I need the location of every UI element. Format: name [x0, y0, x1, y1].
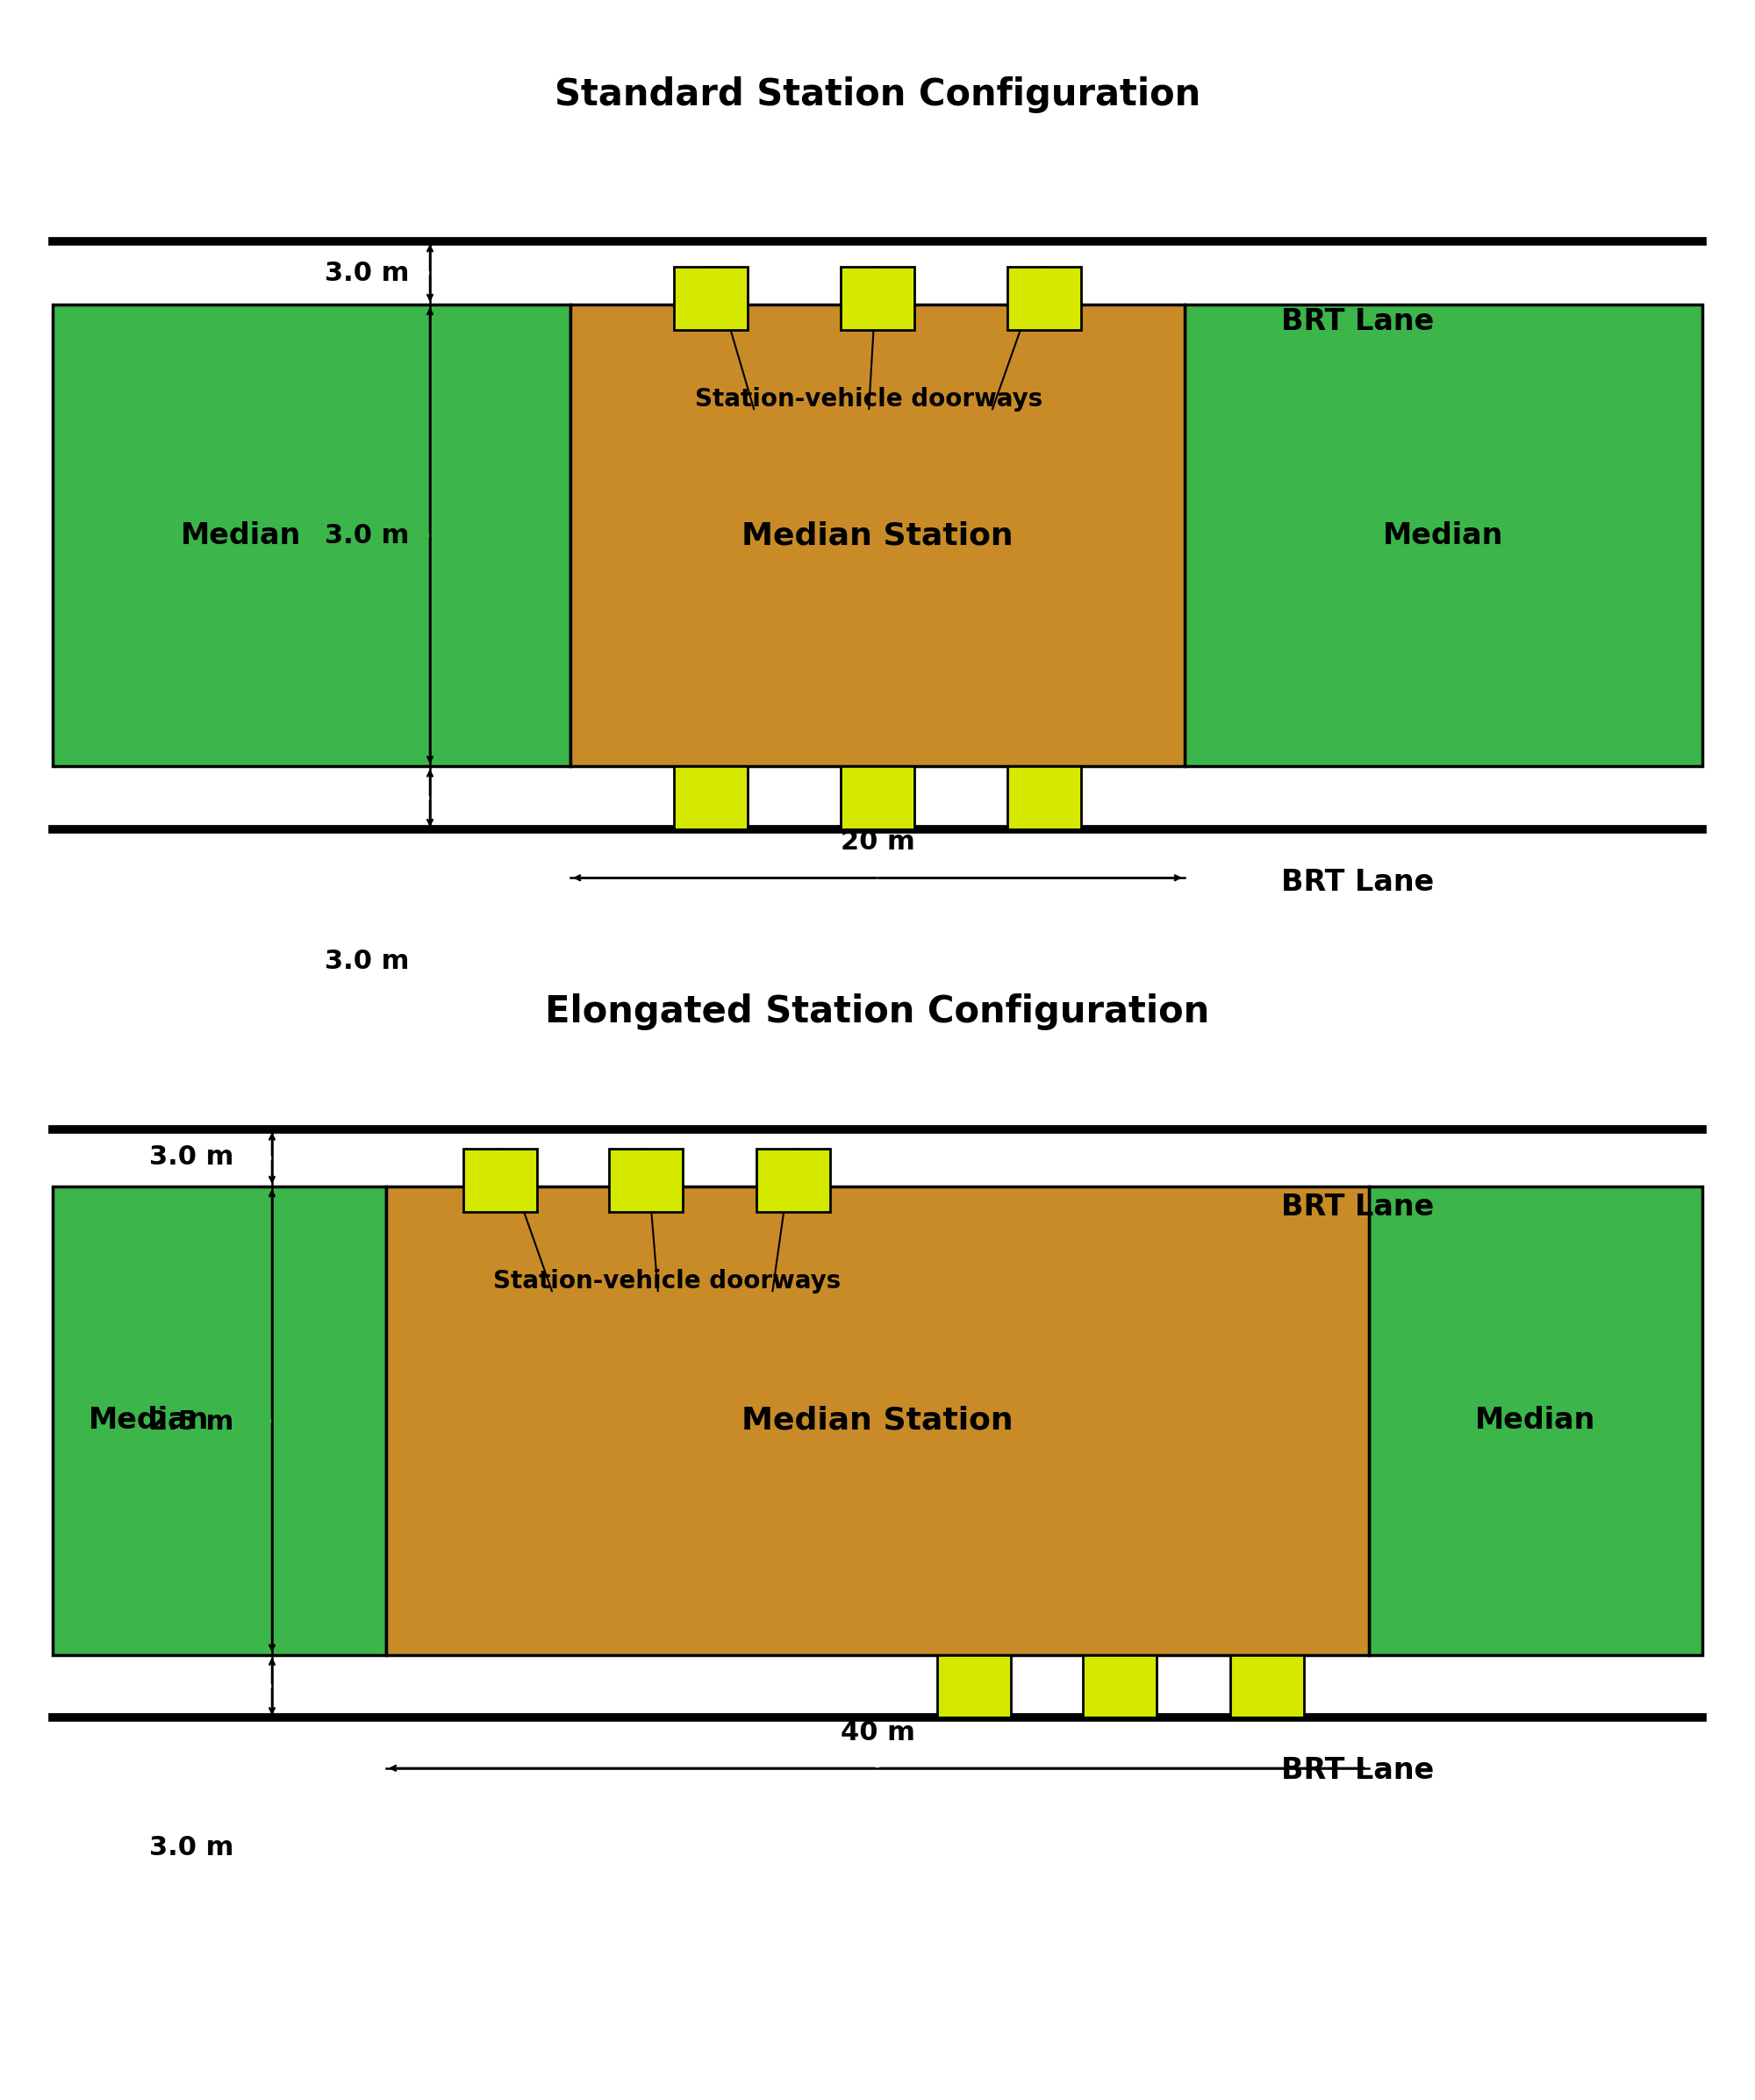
Bar [1007, 766, 1081, 830]
Text: Standard Station Configuration: Standard Station Configuration [555, 76, 1200, 113]
Text: 3.0 m: 3.0 m [149, 1835, 233, 1861]
Bar [674, 766, 748, 830]
Text: BRT Lane: BRT Lane [1281, 1756, 1434, 1785]
Text: Median: Median [90, 1407, 209, 1434]
Bar [53, 1186, 386, 1655]
Text: 3.0 m: 3.0 m [325, 523, 409, 548]
Text: Elongated Station Configuration: Elongated Station Configuration [546, 993, 1209, 1031]
Text: 40 m: 40 m [841, 1720, 914, 1745]
Bar [609, 1149, 683, 1212]
Bar [570, 304, 1185, 766]
Text: Median: Median [1476, 1407, 1595, 1434]
Text: Station-vehicle doorways: Station-vehicle doorways [695, 386, 1042, 412]
Bar [756, 1149, 830, 1212]
Bar [841, 766, 914, 830]
Bar [674, 267, 748, 330]
Text: BRT Lane: BRT Lane [1281, 307, 1434, 336]
Text: Median: Median [181, 521, 302, 550]
Bar [937, 1655, 1011, 1718]
Text: BRT Lane: BRT Lane [1281, 867, 1434, 897]
Bar [1185, 304, 1702, 766]
Bar [1007, 267, 1081, 330]
Text: 3.0 m: 3.0 m [149, 1145, 233, 1170]
Text: 3.0 m: 3.0 m [325, 260, 409, 286]
Bar [1083, 1655, 1157, 1718]
Text: 20 m: 20 m [841, 830, 914, 855]
Text: Median Station: Median Station [742, 1405, 1013, 1436]
Bar [1369, 1186, 1702, 1655]
Bar [841, 267, 914, 330]
Text: BRT Lane: BRT Lane [1281, 1193, 1434, 1222]
Text: Median: Median [1383, 521, 1504, 550]
Bar [1230, 1655, 1304, 1718]
Bar [53, 304, 570, 766]
Text: 3.0 m: 3.0 m [325, 949, 409, 974]
Bar [463, 1149, 537, 1212]
Text: Station-vehicle doorways: Station-vehicle doorways [493, 1268, 841, 1294]
Bar [386, 1186, 1369, 1655]
Text: 2.5 m: 2.5 m [149, 1409, 233, 1434]
Text: Median Station: Median Station [742, 521, 1013, 550]
